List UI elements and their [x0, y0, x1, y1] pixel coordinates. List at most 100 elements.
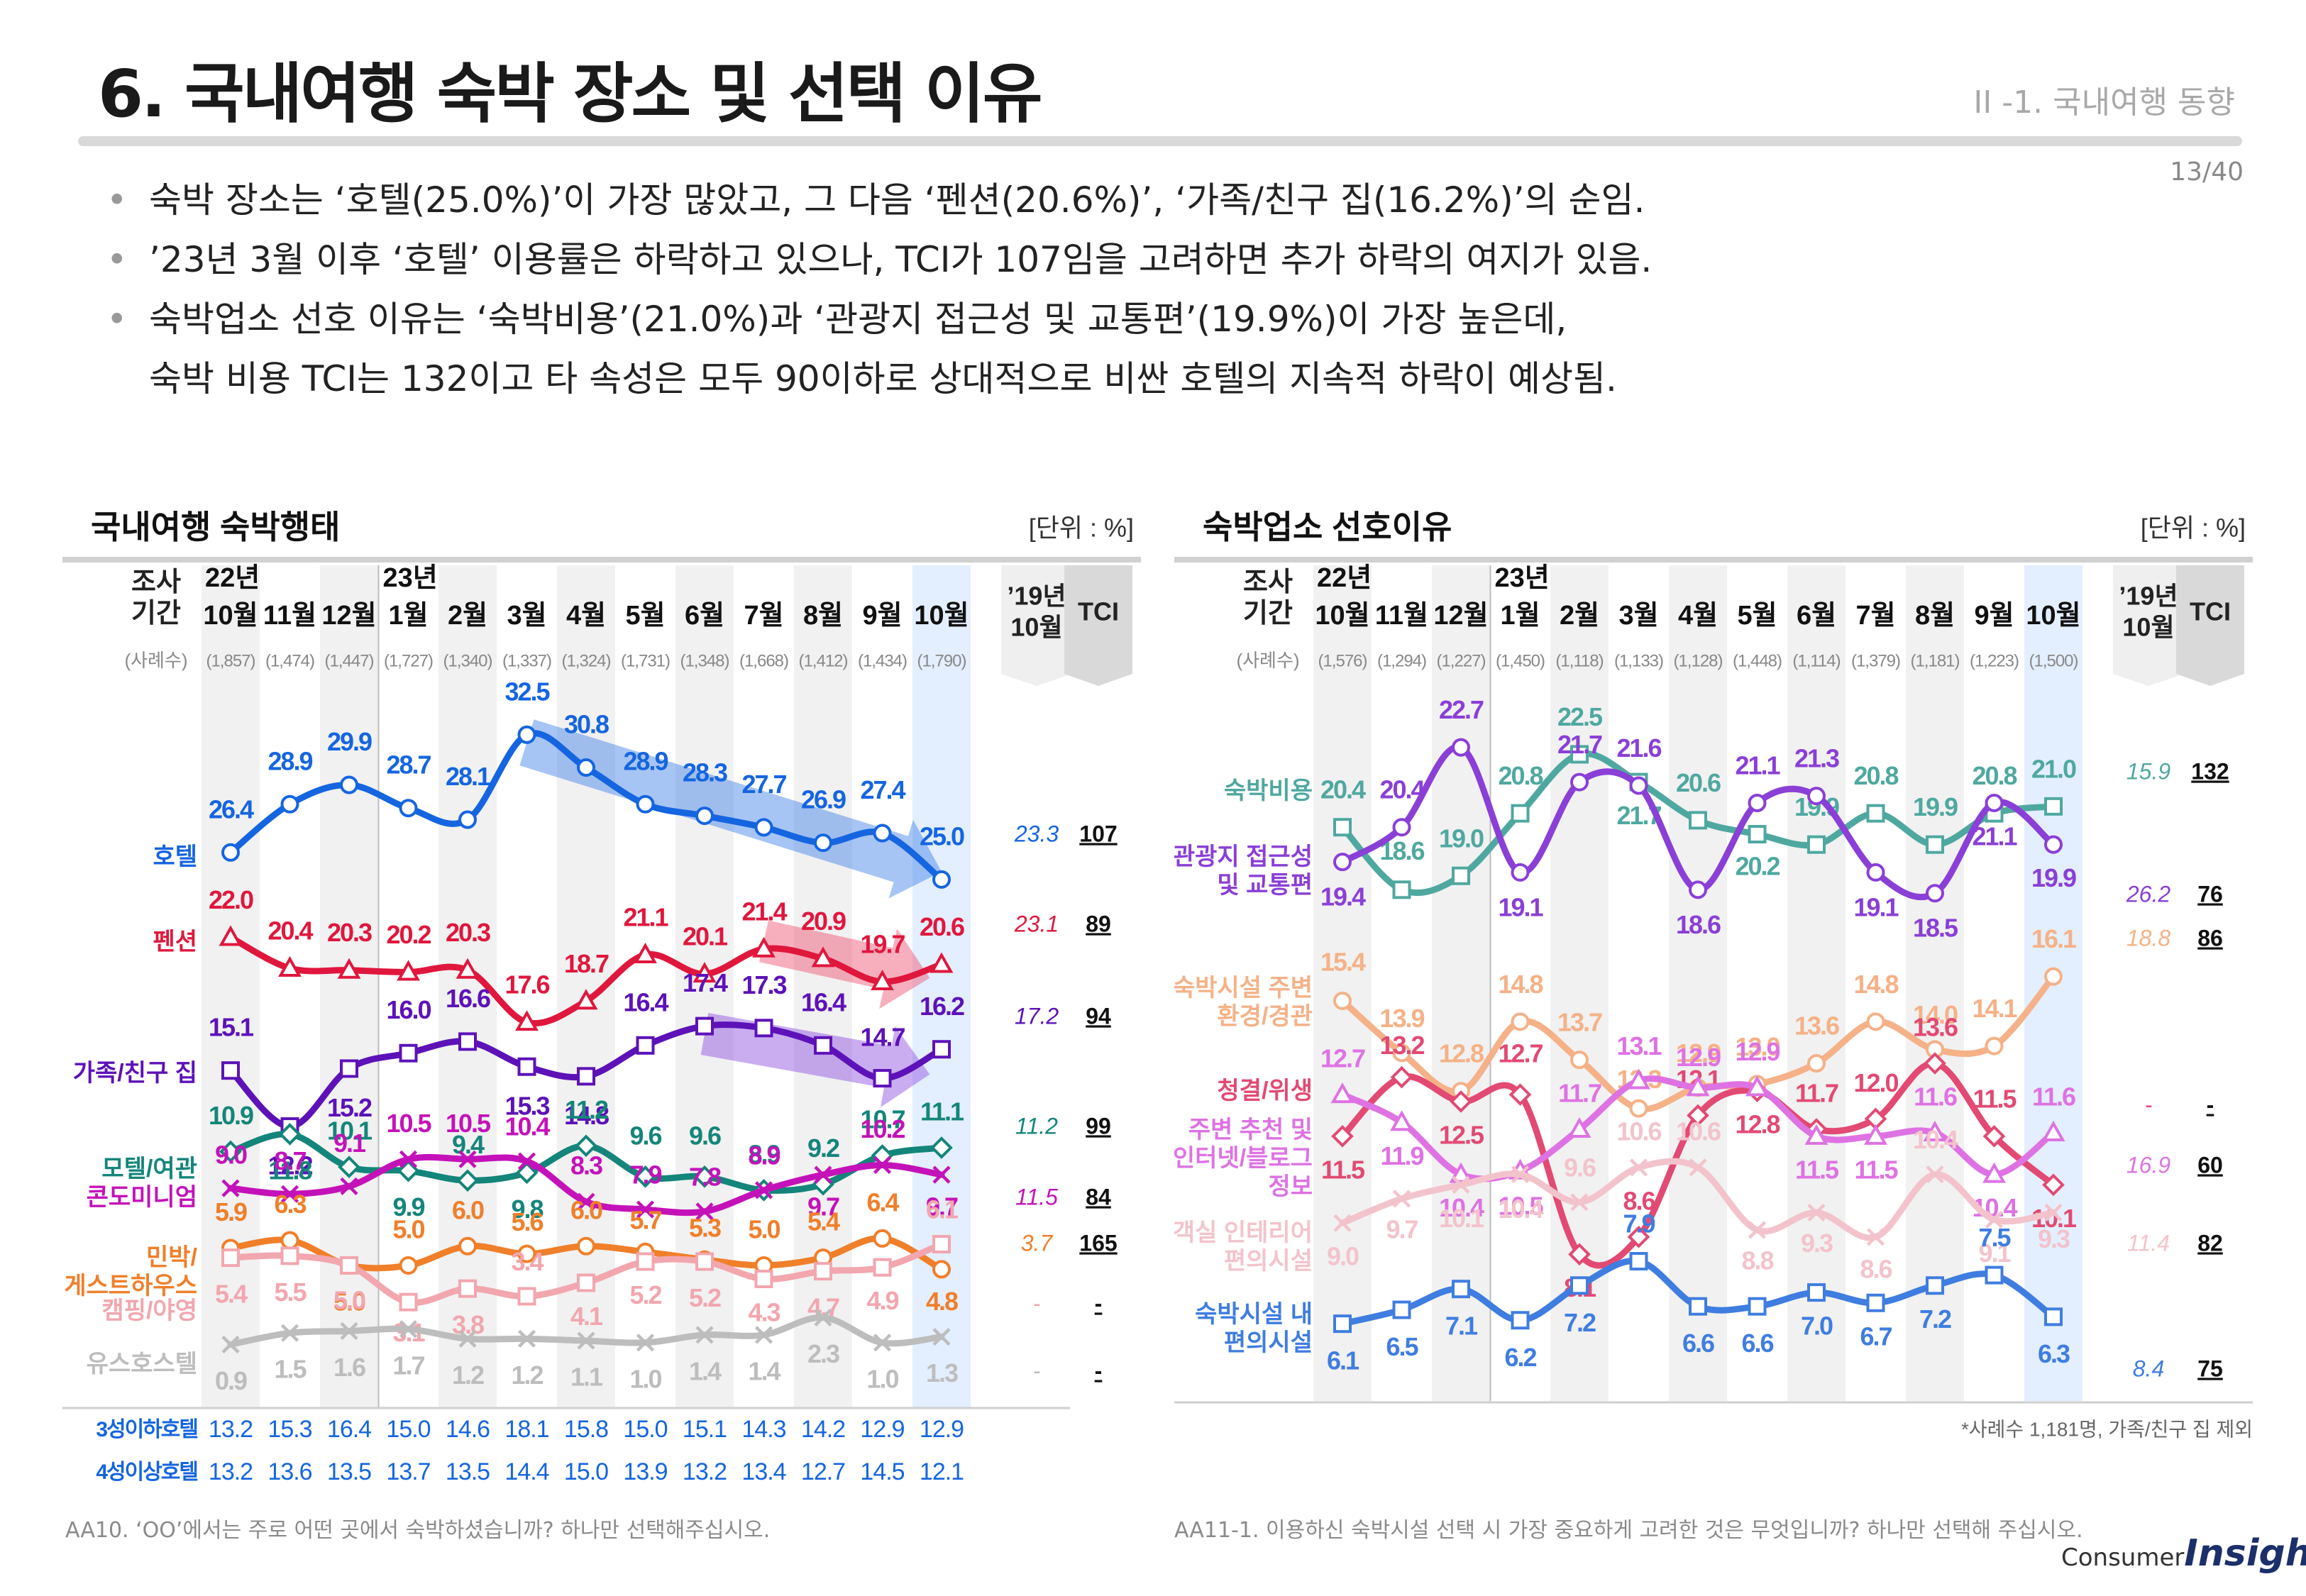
column-shade — [1787, 565, 1846, 1401]
data-label: 12.7 — [1498, 1039, 1543, 1068]
hotel-grade-value: 12.1 — [920, 1458, 964, 1485]
data-point-marker — [1629, 776, 1648, 795]
series-legend-label: 호텔 — [153, 843, 197, 870]
data-point-marker — [1926, 1276, 1944, 1295]
data-label: 28.3 — [683, 758, 727, 787]
data-label: 4.1 — [570, 1302, 603, 1331]
data-point-marker — [1570, 772, 1589, 792]
series-legend-label: 숙박시설 주변 — [1174, 975, 1313, 1002]
data-point-marker — [932, 1040, 951, 1059]
data-point-marker — [458, 1279, 477, 1298]
period-label: 조사 — [1243, 567, 1293, 597]
data-label: 12.8 — [1439, 1039, 1484, 1068]
data-point-marker — [280, 1231, 299, 1250]
hotel-grade-value: 15.1 — [683, 1416, 727, 1443]
data-point-marker — [517, 1152, 536, 1170]
data-point-marker — [1390, 1110, 1413, 1131]
value-2019: 11.5 — [1015, 1184, 1058, 1209]
data-point-marker — [575, 1134, 597, 1158]
data-label: 9.0 — [1327, 1242, 1359, 1271]
data-label: 26.4 — [209, 794, 254, 824]
month-label: 12월 — [1433, 601, 1488, 631]
data-label: 1.2 — [452, 1361, 484, 1390]
data-point-marker — [1511, 1311, 1530, 1330]
bullet-text: 숙박 장소는 ‘호텔(25.0%)’이 가장 많았고, 그 다음 ‘펜션(20.… — [149, 179, 1645, 221]
data-label: 11.7 — [1795, 1079, 1838, 1108]
data-point-marker — [1689, 880, 1707, 899]
data-point-marker — [221, 1179, 240, 1197]
data-label: 6.5 — [1386, 1332, 1418, 1361]
data-point-marker — [221, 1335, 240, 1354]
sample-size: (1,434) — [858, 651, 907, 670]
data-point-marker — [873, 1229, 892, 1248]
data-label: 20.3 — [327, 918, 372, 947]
series-legend-label: 객실 인테리어 — [1174, 1219, 1313, 1246]
hotel-grade-label: 4성이상호텔 — [96, 1461, 197, 1484]
data-point-marker — [634, 1165, 657, 1188]
data-point-marker — [517, 1057, 536, 1076]
col-2019-label: ’19년 — [1007, 582, 1066, 611]
data-point-marker — [1450, 1090, 1472, 1113]
data-label: 27.4 — [860, 775, 905, 804]
data-label: 10.4 — [504, 1112, 550, 1141]
data-label: 20.8 — [1853, 761, 1898, 790]
data-point-marker — [871, 969, 894, 991]
data-point-marker — [1866, 1293, 1885, 1312]
year-label: 22년 — [205, 563, 260, 593]
hotel-grade-value: 13.5 — [446, 1458, 490, 1485]
data-label: 11.6 — [1914, 1082, 1957, 1111]
data-label: 7.2 — [1919, 1304, 1951, 1334]
data-label: 16.4 — [801, 987, 846, 1016]
data-point-marker — [2044, 967, 2063, 986]
data-label: 17.4 — [683, 968, 728, 997]
data-label: 7.9 — [1623, 1209, 1655, 1238]
hotel-grade-value: 13.2 — [683, 1458, 727, 1485]
data-point-marker — [456, 1169, 479, 1192]
month-label: 10월 — [914, 601, 969, 631]
month-label: 12월 — [321, 601, 376, 631]
data-label: 19.9 — [2031, 863, 2076, 892]
data-point-marker — [338, 1156, 360, 1179]
data-label: 20.3 — [446, 918, 490, 947]
data-point-marker — [340, 775, 358, 794]
value-2019: 23.1 — [1014, 911, 1059, 936]
month-label: 9월 — [1974, 601, 2014, 631]
tci-value: 75 — [2197, 1356, 2223, 1381]
data-label: 9.6 — [689, 1121, 721, 1150]
data-label: 18.6 — [1676, 910, 1721, 939]
bullet-dot-icon: • — [106, 239, 128, 280]
sample-size: (1,448) — [1733, 651, 1782, 670]
data-point-marker — [693, 1165, 716, 1188]
data-point-marker — [221, 1248, 240, 1268]
data-label: 9.6 — [629, 1121, 661, 1150]
data-point-marker — [1392, 818, 1411, 837]
data-label: 13.7 — [1557, 1008, 1602, 1037]
sample-size: (1,379) — [1851, 651, 1900, 670]
data-point-marker — [1689, 1158, 1707, 1177]
data-label: 15.4 — [1320, 947, 1366, 976]
hotel-grade-value: 13.7 — [386, 1458, 430, 1485]
col-2019-label: 10월 — [1010, 613, 1062, 642]
data-point-marker — [221, 1061, 240, 1080]
data-point-marker — [517, 1244, 536, 1263]
series-legend-label: 편의시설 — [1224, 1329, 1313, 1356]
data-point-marker — [1392, 1300, 1411, 1319]
series-legend-label: 청결/위생 — [1217, 1077, 1313, 1104]
data-point-marker — [1570, 1051, 1589, 1070]
data-label: 5.0 — [748, 1214, 780, 1243]
month-label: 6월 — [1797, 601, 1836, 631]
value-2019: 15.9 — [2126, 758, 2170, 784]
hotel-grade-value: 12.7 — [801, 1458, 845, 1485]
data-label: 7.9 — [629, 1160, 661, 1190]
data-point-marker — [577, 1331, 595, 1350]
data-point-marker — [1333, 818, 1352, 837]
data-point-marker — [1333, 991, 1352, 1010]
data-label: 20.9 — [801, 907, 846, 936]
data-point-marker — [1452, 1280, 1470, 1299]
data-label: 19.7 — [860, 930, 905, 959]
data-point-marker — [280, 1324, 299, 1342]
data-label: 5.2 — [689, 1283, 721, 1312]
data-label: 21.6 — [1616, 733, 1661, 763]
tci-value: 84 — [1086, 1184, 1111, 1209]
